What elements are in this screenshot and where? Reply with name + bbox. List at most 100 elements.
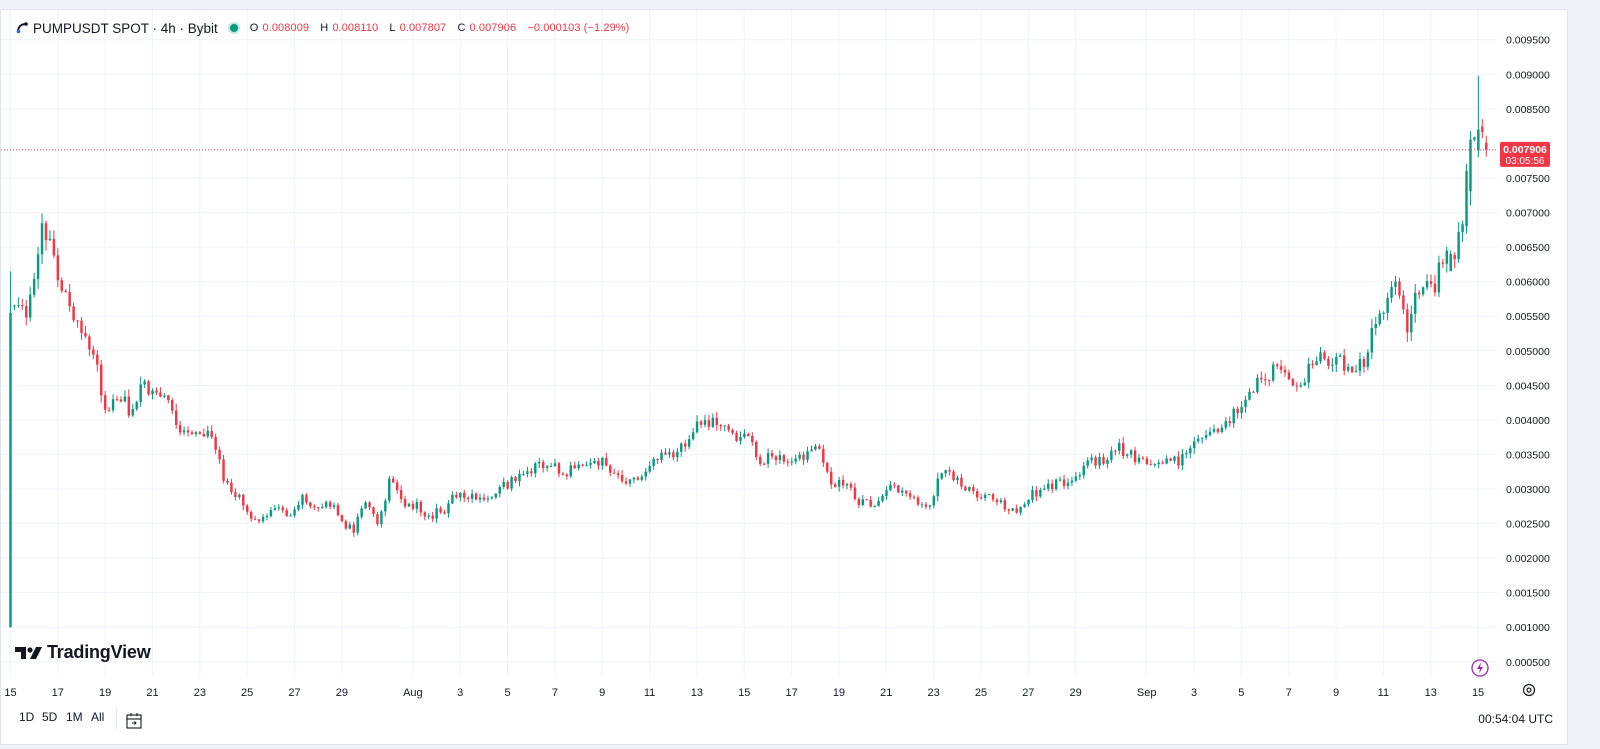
candle-body [17,305,20,307]
candle-body [119,399,123,402]
candle-body [1445,250,1449,264]
candle-body [392,478,395,483]
candle [269,507,273,518]
candle [147,379,150,397]
candle-body [526,471,529,474]
candle [80,317,83,340]
candle-body [656,458,659,460]
chart-frame[interactable]: 0.000500 0.001000 0.001500 0.002000 0.002500… [0,9,1568,745]
candle [1181,449,1184,470]
candle [419,500,423,517]
tradingview-logo[interactable]: TradingView [15,642,151,663]
calendar-range-icon[interactable] [125,712,143,730]
candle-body [344,521,348,529]
candle-body [269,510,273,517]
candle-body [644,471,647,477]
flash-icon[interactable] [1471,659,1489,677]
candle [309,501,312,509]
candle [889,481,892,492]
candle-body [1173,456,1176,461]
candle-body [1406,309,1409,333]
candle [1256,373,1259,394]
candle-body [1074,476,1078,481]
candle-body [1204,435,1208,438]
x-tick-label: 13 [691,687,703,699]
candle [1047,479,1050,492]
candle [664,448,667,456]
candle [983,492,987,502]
candle [257,519,261,524]
candle [470,489,474,504]
x-tick-label: 17 [52,687,64,699]
candle-body [1331,364,1334,366]
candle-body [952,471,955,481]
candle [1398,277,1401,299]
candle [1457,222,1460,263]
candle-body [103,395,107,410]
candle [1271,361,1275,383]
candle [510,475,513,492]
candle-body [317,507,320,509]
candle [1465,164,1468,234]
candle-body [873,505,876,507]
candle [336,502,340,517]
candle [1311,360,1314,369]
candle-body [695,421,699,433]
chart-canvas[interactable]: 0.000500 0.001000 0.001500 0.002000 0.002500… [1,10,1568,745]
candle-body [1039,489,1042,497]
candle [881,493,884,503]
utc-clock[interactable]: 00:54:04 UTC [1478,712,1553,726]
candle-body [1023,504,1026,508]
candle-body [356,516,359,533]
candle-body [597,460,600,466]
candle-body [1212,429,1216,432]
candle-body [1193,441,1196,449]
candle [103,390,107,414]
candle-body [1299,385,1303,387]
candle [48,230,52,242]
candle [952,469,955,482]
candle-body [415,501,419,509]
candle-body [92,349,95,355]
candle-body [494,493,498,498]
axis-settings-icon[interactable] [1522,683,1536,697]
candle-body [1287,372,1291,380]
candle [739,431,742,445]
x-tick-label: 25 [975,687,987,699]
candle-body [853,487,857,499]
candle [1323,350,1326,361]
candle [526,466,529,478]
y-tick-label: 0.009000 [1506,69,1550,81]
range-1d-button[interactable]: 1D [19,710,35,724]
range-all-button[interactable]: All [91,710,105,724]
candle [802,451,805,465]
x-tick-label: 21 [880,687,892,699]
candle [1035,486,1038,501]
candle [1086,457,1089,469]
candle [545,465,549,472]
candle [703,414,707,428]
candle [1102,453,1105,466]
candle-body [861,499,865,505]
candle-body [948,470,951,472]
candle-body [518,474,521,482]
candle-body [960,477,963,487]
candle [1015,504,1018,514]
symbol-legend: PUMPUSDT SPOT · 4h · Bybit O 0.008009 H 0.… [15,20,633,36]
x-tick-label: 9 [1333,687,1339,699]
candle-body [837,479,841,487]
y-axis[interactable]: 0.000500 0.001000 0.001500 0.002000 0.002500… [1500,35,1550,669]
candle-body [1461,224,1464,233]
candle-body [151,390,154,395]
symbol-title[interactable]: PUMPUSDT SPOT · 4h · Bybit [33,20,218,36]
candle-body [1145,458,1149,465]
x-axis[interactable]: 15 17 19 21 23 25 27 29 Aug 3 5 7 9 11 13 15 17 19 21 23 25 2… [4,687,1484,699]
range-5d-button[interactable]: 5D [42,710,58,724]
candle [936,472,939,502]
candle [940,472,943,481]
candle [873,505,876,508]
candle-body [510,477,513,489]
candle-body [1090,457,1093,461]
range-1m-button[interactable]: 1M [66,710,83,724]
